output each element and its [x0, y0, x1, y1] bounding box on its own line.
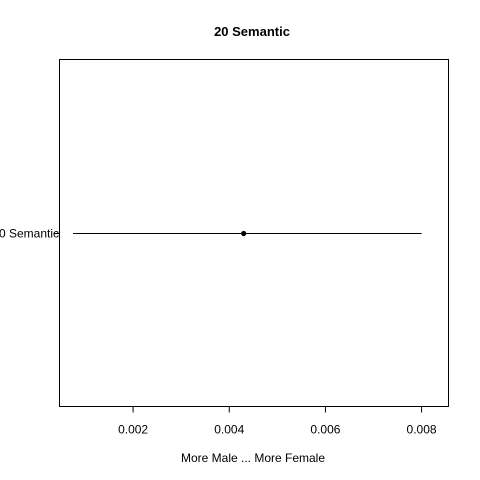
x-axis: 0.002 0.004 0.006 0.008 [118, 406, 437, 437]
x-axis-label: More Male ... More Female [181, 451, 325, 465]
chart-title: 20 Semantic [214, 24, 290, 39]
x-tick-label: 0.008 [407, 423, 437, 437]
x-tick-label: 0.002 [118, 423, 148, 437]
point-estimate [241, 230, 247, 237]
forest-rows: 20 Semantic [0, 227, 422, 241]
x-tick-label: 0.004 [214, 423, 244, 437]
x-tick-label: 0.006 [310, 423, 340, 437]
row-label: 20 Semantic [0, 227, 59, 241]
